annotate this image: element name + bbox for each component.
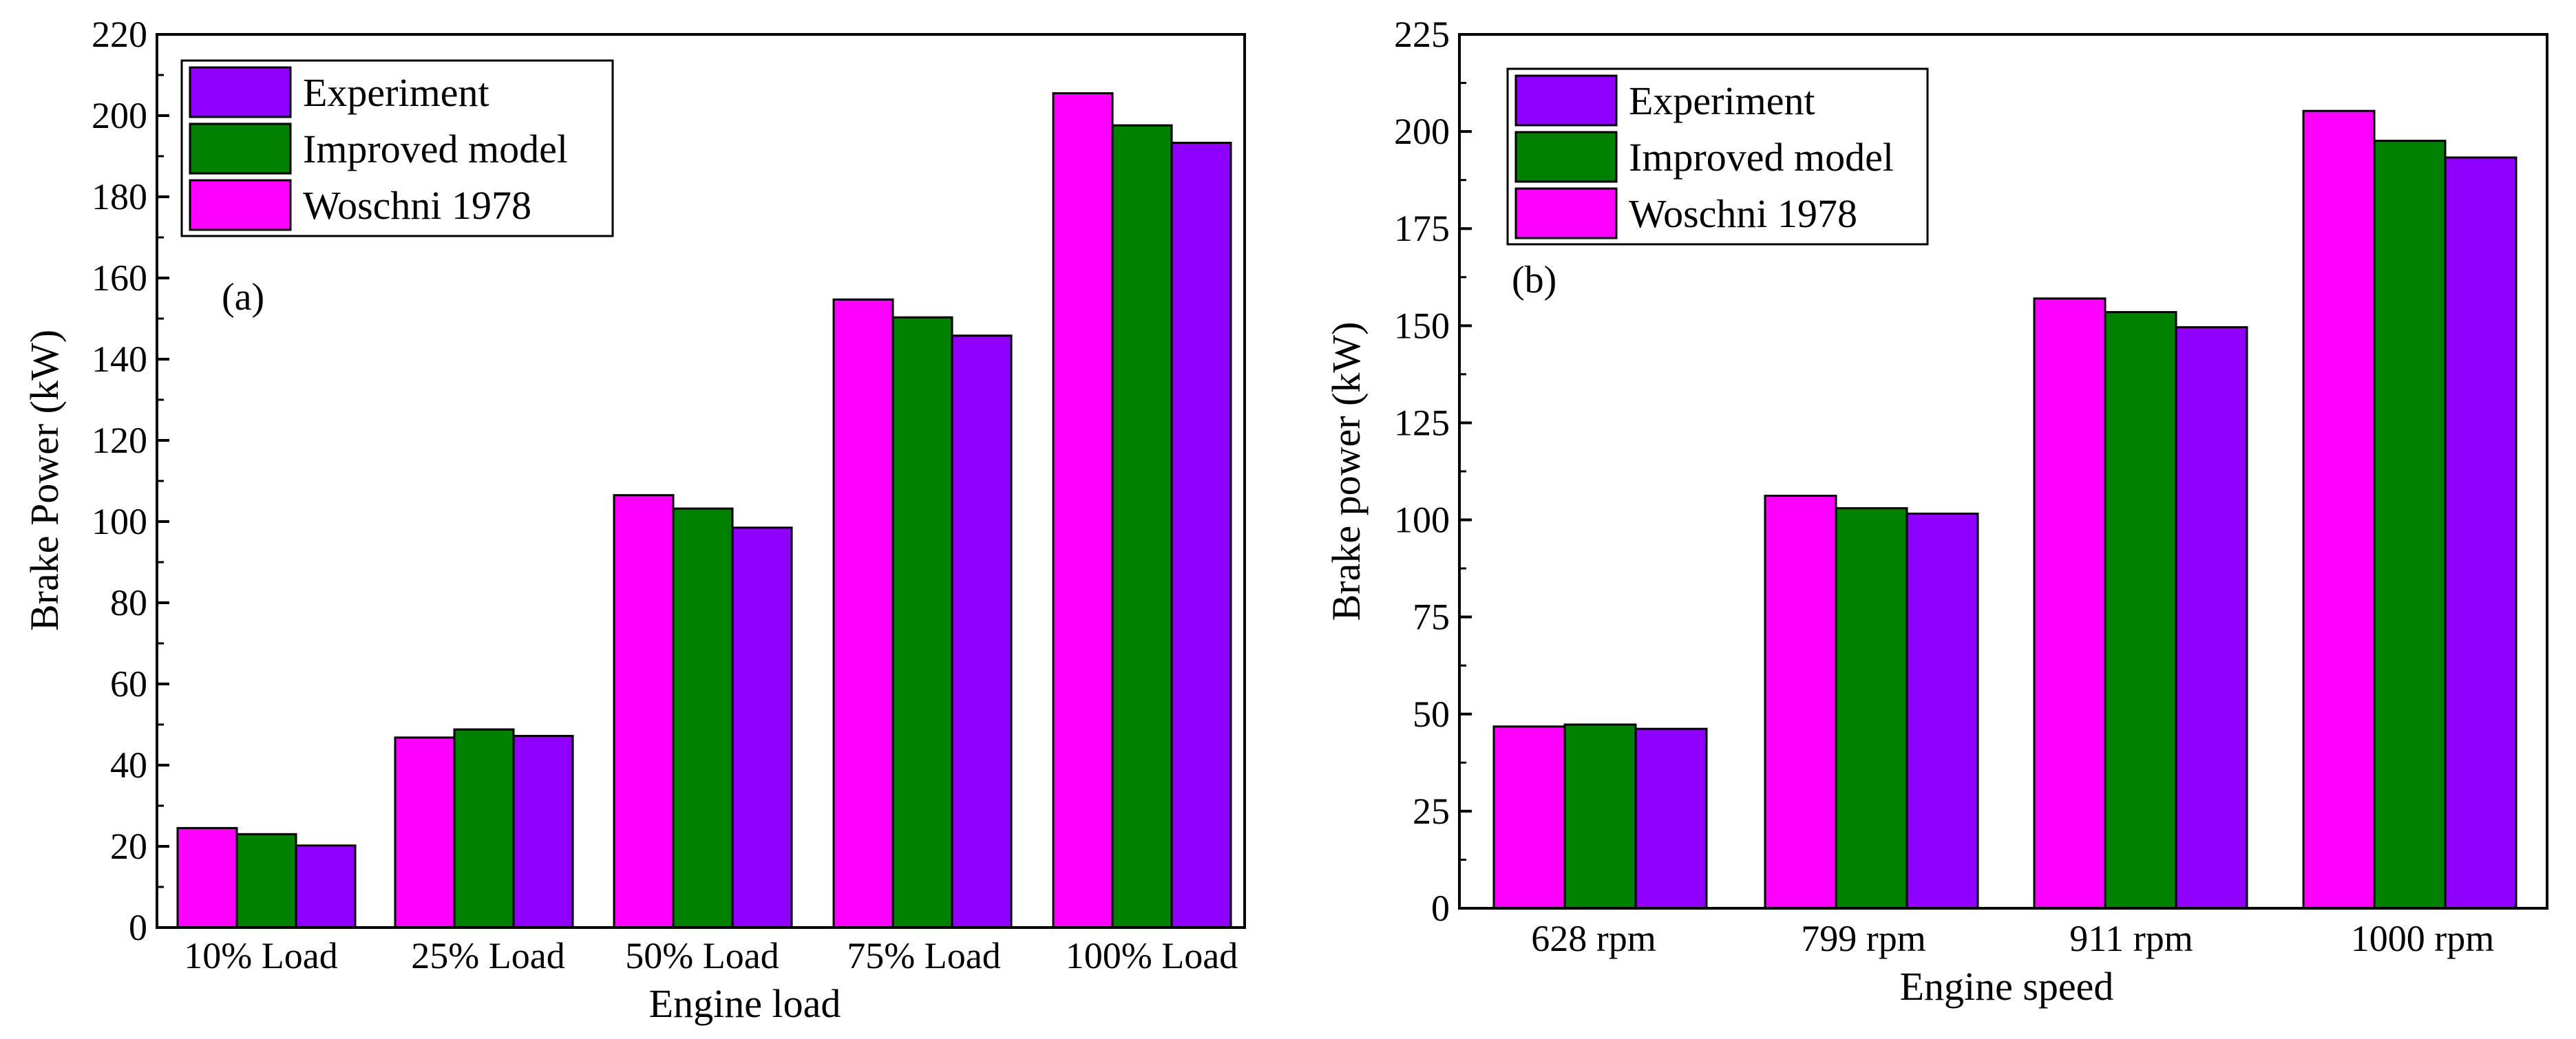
- x-tick-label-a-100pct: 100% Load: [1066, 935, 1238, 976]
- bar-b-628-rpm-experiment: [1634, 727, 1708, 910]
- bar-a-100-load-woschni-1978: [1052, 92, 1114, 929]
- legend-swatch-a-improved-model: [189, 122, 292, 175]
- legend-label-b-improved-model: Improved model: [1629, 135, 1894, 180]
- panel-tag-b: (b): [1512, 259, 1556, 301]
- y-tick-label-b-75: 75: [1413, 597, 1450, 638]
- y-tick-label-a-220: 220: [92, 14, 147, 55]
- legend-swatch-b-woschni-1978: [1514, 187, 1618, 239]
- legend-label-a-woschni-1978: Woschni 1978: [303, 183, 531, 228]
- legend-swatch-b-experiment: [1514, 74, 1618, 127]
- bar-a-100-load-experiment: [1170, 142, 1232, 929]
- bar-b-911-rpm-woschni-1978: [2033, 297, 2107, 910]
- legend-swatch-b-improved-model: [1514, 131, 1618, 183]
- bar-a-75-load-experiment: [951, 334, 1013, 929]
- legend-b: Experiment Improved model Woschni 1978: [1506, 67, 1929, 246]
- bar-b-799-rpm-improved-model: [1835, 507, 1908, 910]
- y-tick-label-a-100: 100: [92, 501, 147, 542]
- x-tick-label-a-25pct: 25% Load: [411, 935, 564, 976]
- x-tick-label-b-799: 799 rpm: [1801, 918, 1926, 959]
- chart-panel-a: 0 20 40 60 80 100 120 140 160 180 200 220 (a) Brake…: [22, 14, 1246, 1026]
- x-axis-title-b: Engine speed: [1900, 964, 2114, 1009]
- bar-a-75-load-woschni-1978: [832, 298, 894, 929]
- y-tick-label-a-140: 140: [92, 339, 147, 380]
- y-tick-label-a-180: 180: [92, 176, 147, 217]
- bar-a-50-load-improved-model: [672, 507, 734, 929]
- x-tick-label-b-1000: 1000 rpm: [2351, 918, 2495, 959]
- y-tick-label-b-125: 125: [1394, 402, 1450, 443]
- plot-frame-a: [156, 33, 1246, 929]
- bar-b-1000-rpm-woschni-1978: [2302, 109, 2376, 910]
- y-axis-title-a: Brake Power (kW): [22, 330, 67, 631]
- bar-a-10-load-improved-model: [235, 833, 297, 929]
- y-tick-label-b-225: 225: [1394, 14, 1450, 55]
- bar-b-799-rpm-experiment: [1905, 513, 1979, 910]
- bar-b-799-rpm-woschni-1978: [1764, 495, 1837, 910]
- legend-label-a-experiment: Experiment: [303, 70, 489, 115]
- x-tick-label-b-628: 628 rpm: [1531, 918, 1656, 959]
- legend-a: Experiment Improved model Woschni 1978: [180, 59, 614, 237]
- bar-a-10-load-woschni-1978: [176, 826, 238, 929]
- bar-a-50-load-woschni-1978: [613, 494, 675, 929]
- y-tick-label-b-50: 50: [1413, 694, 1450, 735]
- y-tick-label-a-200: 200: [92, 95, 147, 136]
- legend-label-b-woschni-1978: Woschni 1978: [1629, 191, 1857, 236]
- bar-a-75-load-improved-model: [891, 316, 953, 929]
- legend-label-a-improved-model: Improved model: [303, 127, 568, 171]
- x-tick-label-b-911: 911 rpm: [2069, 918, 2193, 959]
- y-tick-label-a-40: 40: [110, 745, 147, 786]
- bar-a-25-load-improved-model: [453, 728, 515, 929]
- y-tick-label-a-20: 20: [110, 826, 147, 867]
- y-tick-label-b-0: 0: [1431, 888, 1450, 929]
- bar-a-100-load-improved-model: [1111, 124, 1173, 929]
- x-tick-label-a-75pct: 75% Load: [847, 935, 1000, 976]
- legend-swatch-a-experiment: [189, 66, 292, 118]
- y-axis-title-b: Brake power (kW): [1324, 322, 1369, 621]
- bar-b-1000-rpm-improved-model: [2373, 140, 2447, 910]
- y-tick-label-b-200: 200: [1394, 111, 1450, 152]
- bar-b-1000-rpm-experiment: [2444, 156, 2517, 910]
- x-tick-label-a-50pct: 50% Load: [625, 935, 779, 976]
- bar-b-628-rpm-improved-model: [1563, 723, 1637, 910]
- y-tick-label-a-60: 60: [110, 663, 147, 705]
- bar-a-10-load-experiment: [295, 844, 357, 929]
- x-tick-label-a-10pct: 10% Load: [184, 935, 337, 976]
- y-ticks-group-b: 0 25 50 75 100 125 150 175 200 225: [1394, 14, 1472, 929]
- bar-a-50-load-experiment: [731, 526, 793, 929]
- panel-tag-a: (a): [222, 276, 264, 319]
- bar-b-911-rpm-experiment: [2175, 326, 2248, 910]
- legend-label-b-experiment: Experiment: [1629, 78, 1815, 123]
- bar-b-911-rpm-improved-model: [2104, 311, 2177, 910]
- y-tick-label-b-25: 25: [1413, 791, 1450, 832]
- y-tick-label-b-150: 150: [1394, 305, 1450, 346]
- bars-group-a: [176, 92, 1232, 929]
- legend-swatch-a-woschni-1978: [189, 179, 292, 231]
- y-tick-label-b-175: 175: [1394, 208, 1450, 249]
- y-ticks-group-a: 0 20 40 60 80 100 120 140 160 180 200 220: [92, 14, 169, 948]
- chart-panel-b: 0 25 50 75 100 125 150 175 200 225 (b) Brake powe…: [1324, 14, 2548, 1009]
- bar-b-628-rpm-woschni-1978: [1492, 725, 1566, 910]
- y-tick-label-a-160: 160: [92, 257, 147, 299]
- y-tick-label-a-120: 120: [92, 420, 147, 461]
- y-tick-label-a-80: 80: [110, 582, 147, 623]
- y-tick-label-a-0: 0: [129, 907, 147, 948]
- bar-a-25-load-experiment: [512, 735, 574, 929]
- bar-a-25-load-woschni-1978: [394, 736, 456, 929]
- plot-frame-b: [1458, 33, 2548, 910]
- y-tick-label-b-100: 100: [1394, 500, 1450, 541]
- bars-group-b: [1492, 109, 2517, 910]
- x-axis-title-a: Engine load: [649, 981, 841, 1026]
